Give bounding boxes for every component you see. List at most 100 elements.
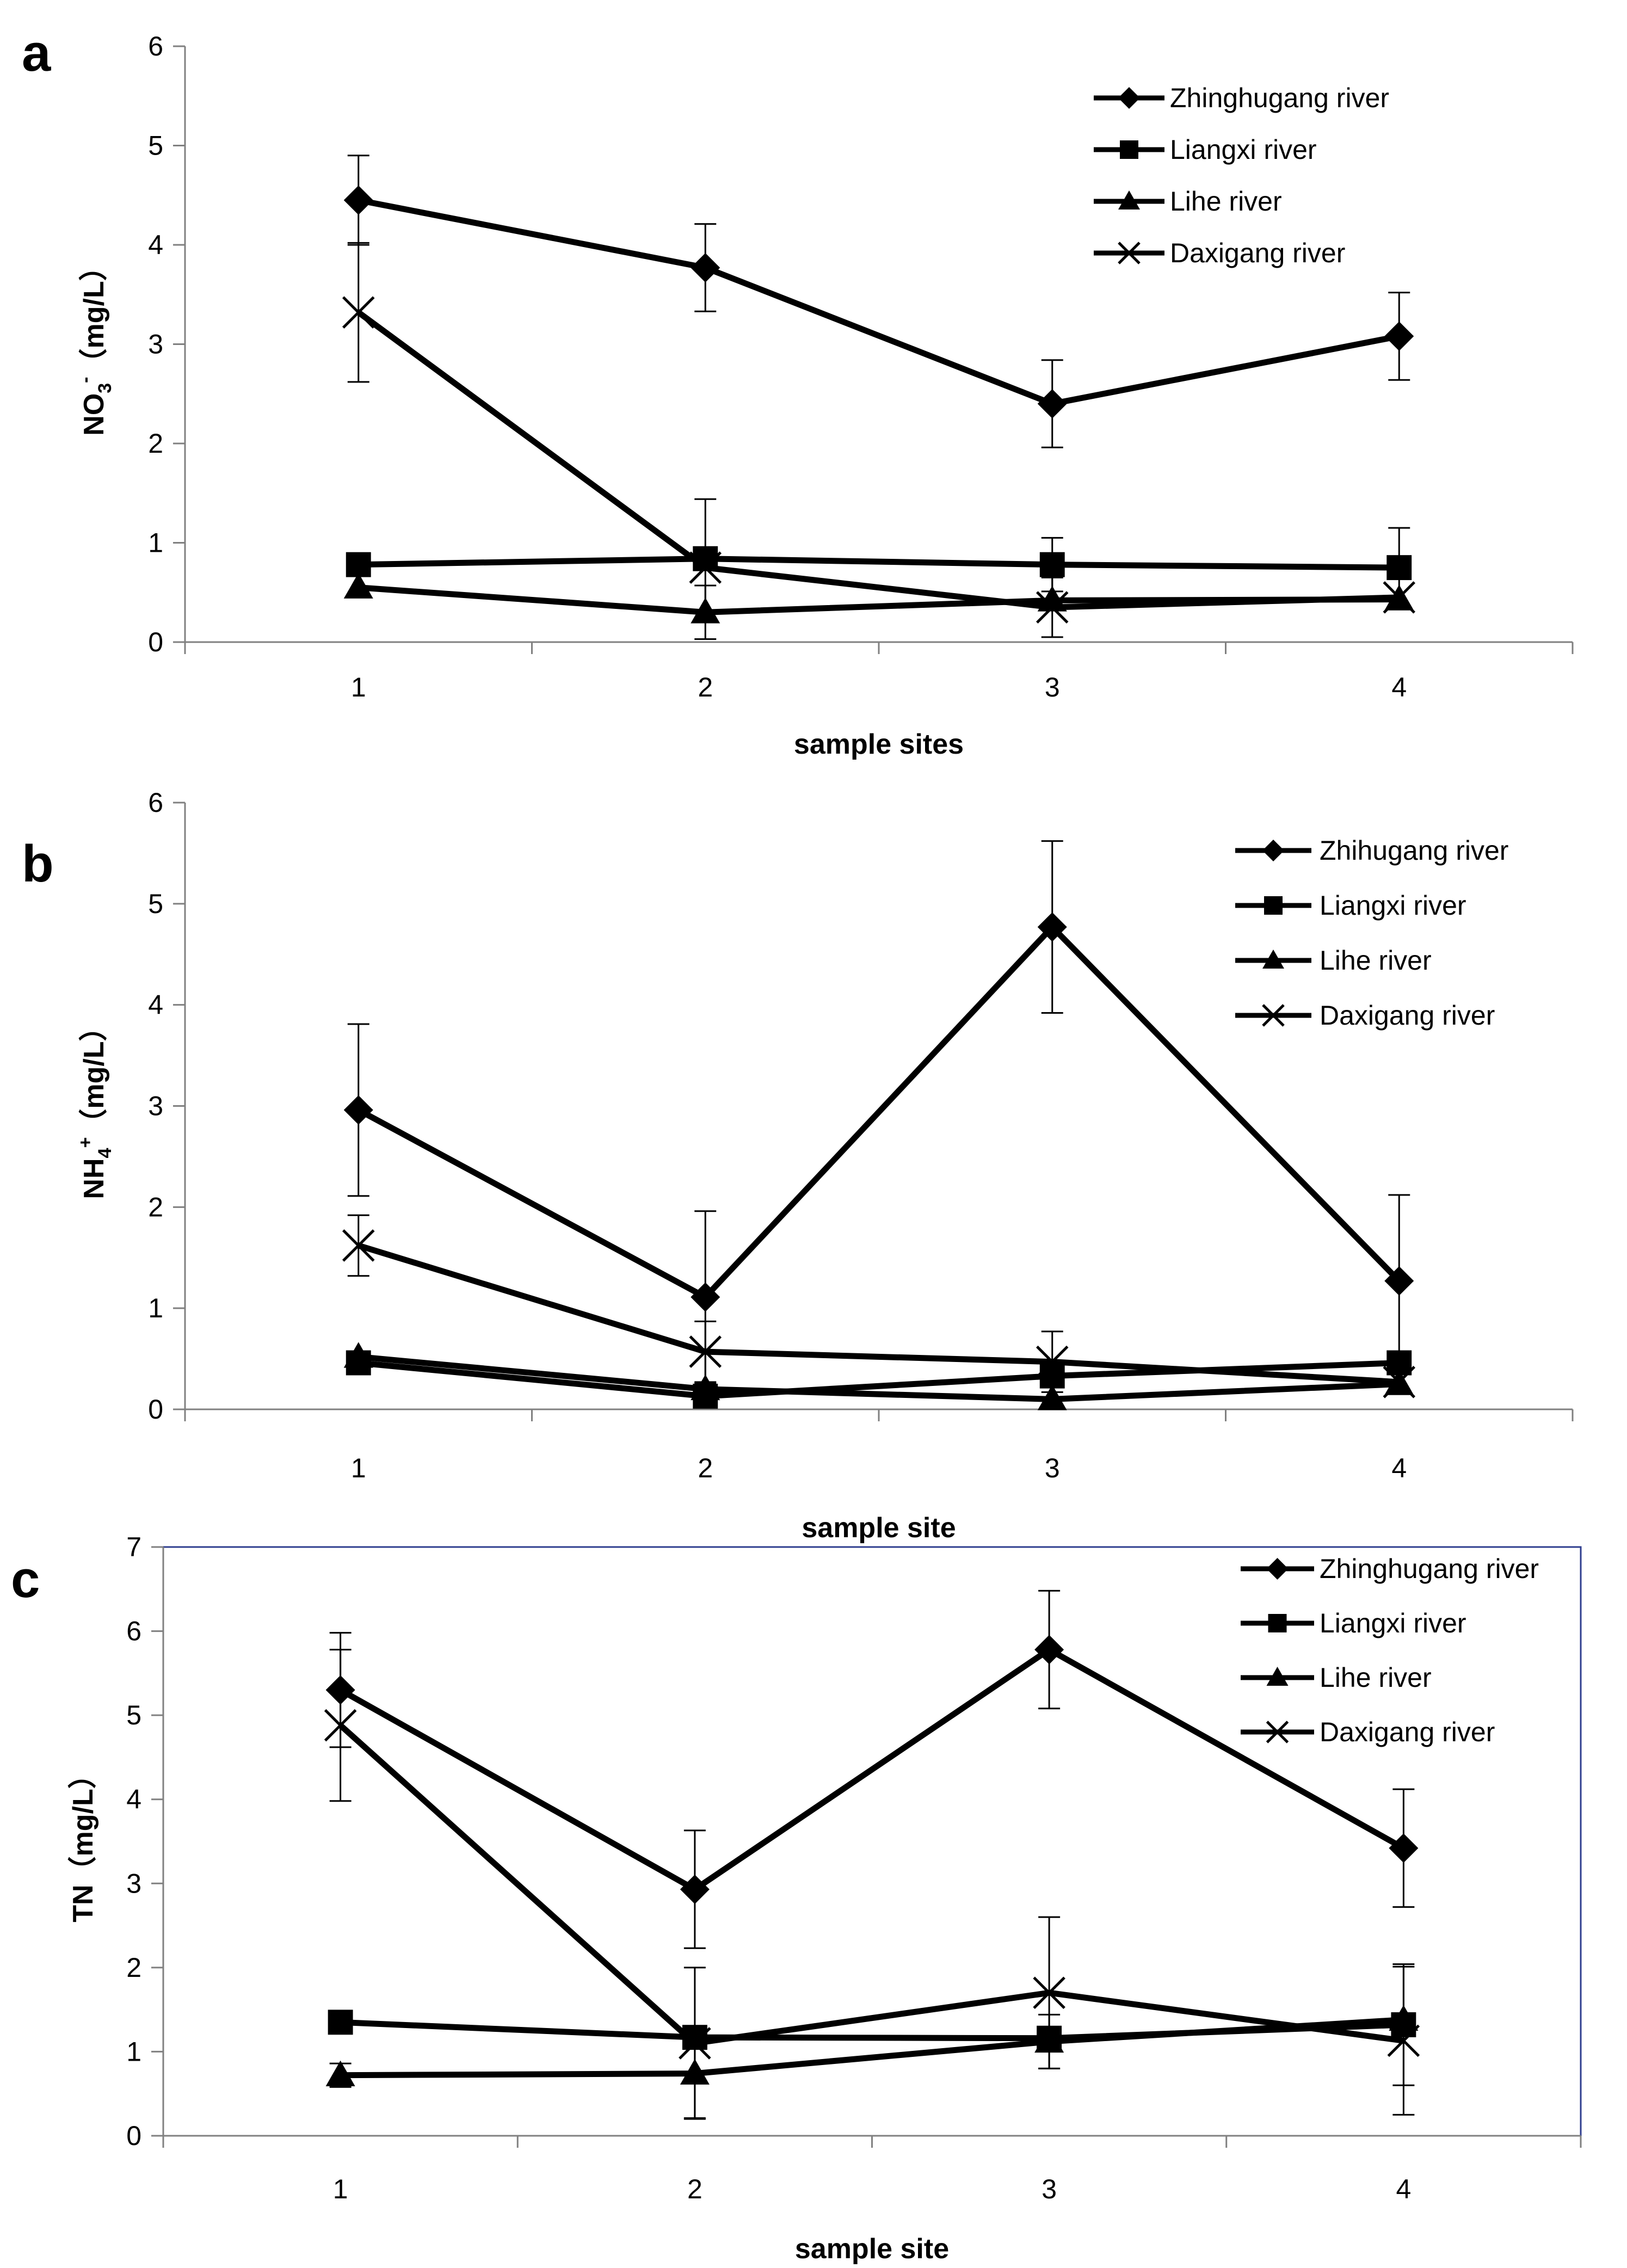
y-tick-label: 7 [126,1532,141,1562]
legend-triangle-icon [1262,950,1284,969]
series-line [358,1353,1400,1402]
data-point-x [1383,581,1416,614]
data-point-diamond [1384,1266,1414,1296]
series-x [342,242,1416,638]
data-point-x [1383,1366,1416,1398]
data-point-x [342,296,375,329]
series-line [340,2017,1404,2079]
series-square [328,1963,1416,2086]
y-tick-label: 6 [126,1616,141,1647]
y-tick-label: 4 [126,1784,141,1815]
series-triangle [343,572,1414,640]
legend-diamond-icon [1266,1558,1289,1580]
legend-x-icon [1118,242,1141,264]
data-point-x [689,1335,722,1368]
panel-c-letter: c [11,1550,40,1608]
y-axis-title-main: TN [67,1884,99,1922]
data-point-diamond [1037,912,1067,942]
x-tick-label: 4 [1396,2174,1411,2204]
y-tick-label: 3 [148,1091,163,1121]
series-line [358,1242,1400,1385]
legend-item: Lihe river [1235,945,1432,976]
legend-item: Liangxi river [1235,890,1466,921]
y-axis-title-unit: （mg/L） [78,1013,110,1137]
legend-diamond-icon [1118,87,1140,109]
y-tick-label: 1 [126,2036,141,2067]
legend-item: Lihe river [1094,186,1282,217]
data-point-x [1033,1976,1065,2009]
legend-triangle-icon [1266,1667,1289,1686]
legend-square-icon [1268,1614,1287,1632]
y-tick-label: 5 [148,889,163,919]
y-axis-title-main: NH [78,1158,110,1199]
y-axis-title: NH4+（mg/L） [75,1013,115,1199]
y-tick-label: 6 [148,787,163,818]
data-point-x [1387,2024,1420,2057]
legend-item: Zhinghugang river [1094,83,1389,113]
legend-label: Daxigang river [1320,1000,1495,1031]
series-x [342,1214,1416,1398]
panel-c: c 0 1 2 3 4 5 6 7 1 2 3 4 sample site TN（mg/L） Zhinghug… [11,1532,1582,2265]
x-axis-title: sample sites [794,729,964,760]
y-tick-label: 1 [148,528,163,558]
series-line [338,1723,1404,2047]
data-point-triangle [343,572,373,599]
series-line [356,310,1400,611]
y-axis-title: TN（mg/L） [67,1760,99,1922]
data-point-diamond [1384,321,1414,351]
legend-diamond-icon [1262,840,1284,861]
x-tick-label: 1 [351,672,366,702]
data-point-diamond [343,1095,373,1125]
x-axis-title: sample site [802,1512,956,1544]
y-tick-label: 4 [148,230,163,260]
x-tick-label: 2 [687,2174,702,2204]
legend-label: Zhinghugang river [1320,1554,1539,1584]
x-tick-label: 4 [1391,672,1407,702]
y-axis-title-unit: （mg/L） [78,252,110,377]
legend-item: Daxigang river [1241,1717,1495,1747]
y-tick-label: 0 [148,1394,163,1425]
data-point-diamond [1034,1635,1064,1665]
data-point-square [328,2010,353,2035]
panel-b-letter: b [22,835,54,893]
legend-label: Liangxi river [1320,1608,1466,1638]
legend-item: Liangxi river [1094,134,1317,165]
legend-item: Daxigang river [1235,1000,1495,1031]
data-point-x [342,1229,375,1262]
data-point-square [1039,552,1065,577]
x-tick-label: 1 [351,1453,366,1483]
x-tick-label: 3 [1045,1453,1060,1483]
legend-label: Daxigang river [1320,1717,1495,1747]
legend-label: Liangxi river [1320,890,1466,921]
data-point-x [324,1709,357,1742]
y-tick-label: 5 [148,131,163,161]
x-tick-label: 1 [333,2174,348,2204]
series-x [324,1649,1420,2120]
x-tick-label: 3 [1045,672,1060,702]
y-axis-title-sub: 4 [95,1148,115,1158]
legend-label: Liangxi river [1170,134,1317,165]
data-point-triangle [691,597,720,624]
legend-label: Daxigang river [1170,238,1345,268]
series-diamond [325,1589,1419,1949]
legend: Zhinghugang river Liangxi river Lihe river… [1094,83,1389,268]
legend-x-icon [1262,1004,1285,1027]
y-axis-title-main: NO [78,393,110,436]
y-axis-title-sub: 3 [95,383,115,393]
legend-label: Lihe river [1170,186,1282,217]
series-diamond [343,155,1414,448]
legend-item: Lihe river [1241,1662,1432,1693]
y-tick-label: 2 [126,1952,141,1983]
x-tick-label: 2 [698,1453,713,1483]
y-tick-label: 3 [148,329,163,360]
data-point-x [689,551,722,584]
y-tick-label: 5 [126,1700,141,1730]
legend-square-icon [1264,896,1283,915]
y-tick-label: 2 [148,428,163,459]
data-point-triangle [691,1374,720,1401]
data-point-x [1036,591,1069,624]
y-axis-title: NO3-（mg/L） [75,252,115,435]
